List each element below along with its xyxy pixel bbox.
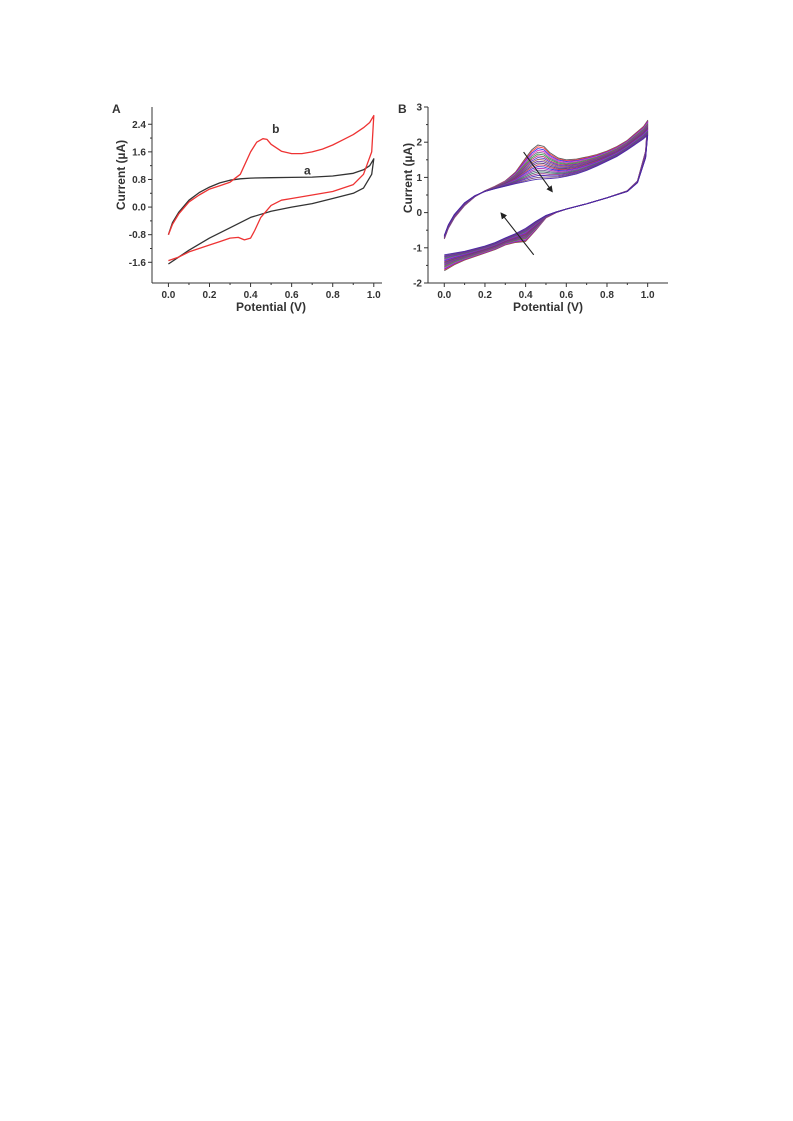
panel-b-x-tick-label: 0.2 [478, 290, 492, 301]
panel-b-y-tick-label: 3 [416, 103, 422, 114]
panel-a-y-tick-label: 1.6 [132, 147, 146, 158]
panel-b-y-tick-label: 1 [416, 173, 422, 184]
panel-b-x-tick-label: 0.0 [437, 290, 451, 301]
panel-b: B Current (µA) Potential (V) 0.0 0.2 0.4 0.… [398, 102, 668, 314]
anodic-trend-arrow [523, 151, 553, 193]
panel-a-x-tick-label: 0.4 [244, 290, 258, 301]
panel-b-x-tick-label: 0.8 [600, 290, 614, 301]
series-a-label: a [304, 163, 311, 177]
panel-a-x-tick-label: 1.0 [367, 290, 381, 301]
panel-a-y-tick-label: 0.0 [132, 203, 146, 214]
panel-a-y-tick-label: -1.6 [129, 258, 147, 269]
panel-a-y-tick-label: 0.8 [132, 175, 146, 186]
panel-b-ylabel: Current (µA) [401, 143, 415, 213]
panel-b-y-tick-label: -1 [413, 243, 422, 254]
panel-a-y-tick-label: 2.4 [132, 120, 146, 131]
cv-figure: A Current (µA) Potential (V) 0.0 0.2 0.4 0.… [0, 0, 793, 330]
panel-a-x-tick-label: 0.2 [203, 290, 217, 301]
series-a-curve [167, 158, 375, 265]
panel-b-y-tick-label: -2 [413, 279, 422, 290]
panel-b-x-tick-label: 1.0 [641, 290, 655, 301]
panel-a: A Current (µA) Potential (V) 0.0 0.2 0.4 0.… [112, 102, 382, 314]
panel-b-xlabel: Potential (V) [513, 300, 583, 314]
panel-a-y-tick-label: -0.8 [129, 230, 147, 241]
panel-a-x-tick-label: 0.6 [285, 290, 299, 301]
panel-a-label: A [112, 102, 121, 116]
panel-b-x-tick-label: 0.4 [519, 290, 533, 301]
series-b-label: b [272, 122, 279, 136]
cathodic-trend-arrow [500, 212, 535, 256]
panel-b-label: B [398, 102, 407, 116]
panel-b-x-tick-label: 0.6 [559, 290, 573, 301]
panel-a-x-tick-label: 0.0 [161, 290, 175, 301]
scan-curve [443, 134, 649, 256]
panel-a-ylabel: Current (µA) [114, 140, 128, 210]
series-b-curve [167, 114, 375, 262]
panel-a-x-tick-label: 0.8 [326, 290, 340, 301]
cv-figure-svg: A Current (µA) Potential (V) 0.0 0.2 0.4 0.… [112, 102, 668, 314]
panel-a-xlabel: Potential (V) [236, 300, 306, 314]
panel-b-y-tick-label: 0 [416, 208, 422, 219]
panel-b-y-tick-label: 2 [416, 138, 422, 149]
